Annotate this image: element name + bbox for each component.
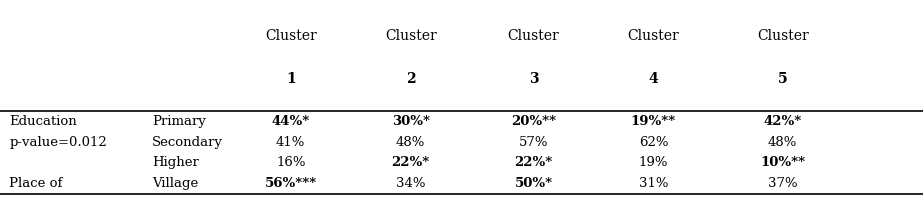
Text: Higher: Higher <box>152 156 199 169</box>
Text: Cluster: Cluster <box>265 29 317 43</box>
Text: Cluster: Cluster <box>757 29 809 43</box>
Text: 19%**: 19%** <box>630 115 677 128</box>
Text: p-value=0.012: p-value=0.012 <box>9 136 107 148</box>
Text: Cluster: Cluster <box>628 29 679 43</box>
Text: Primary: Primary <box>152 115 206 128</box>
Text: Cluster: Cluster <box>385 29 437 43</box>
Text: 34%: 34% <box>396 177 426 190</box>
Text: 44%*: 44%* <box>271 115 310 128</box>
Text: Village: Village <box>152 177 198 190</box>
Text: 48%: 48% <box>768 136 797 148</box>
Text: Cluster: Cluster <box>508 29 559 43</box>
Text: 20%**: 20%** <box>511 115 556 128</box>
Text: 31%: 31% <box>639 177 668 190</box>
Text: 5: 5 <box>778 72 787 86</box>
Text: 19%: 19% <box>639 156 668 169</box>
Text: 30%*: 30%* <box>391 115 430 128</box>
Text: 56%***: 56%*** <box>265 177 317 190</box>
Text: 4: 4 <box>649 72 658 86</box>
Text: 22%*: 22%* <box>391 156 430 169</box>
Text: 2: 2 <box>406 72 415 86</box>
Text: 50%*: 50%* <box>514 177 553 190</box>
Text: 37%: 37% <box>768 177 797 190</box>
Text: Secondary: Secondary <box>152 136 223 148</box>
Text: 16%: 16% <box>276 156 306 169</box>
Text: 41%: 41% <box>276 136 306 148</box>
Text: 22%*: 22%* <box>514 156 553 169</box>
Text: 57%: 57% <box>519 136 548 148</box>
Text: 48%: 48% <box>396 136 426 148</box>
Text: 42%*: 42%* <box>763 115 802 128</box>
Text: Place of: Place of <box>9 177 63 190</box>
Text: 3: 3 <box>529 72 538 86</box>
Text: 10%**: 10%** <box>761 156 805 169</box>
Text: 1: 1 <box>286 72 295 86</box>
Text: 62%: 62% <box>639 136 668 148</box>
Text: Education: Education <box>9 115 77 128</box>
